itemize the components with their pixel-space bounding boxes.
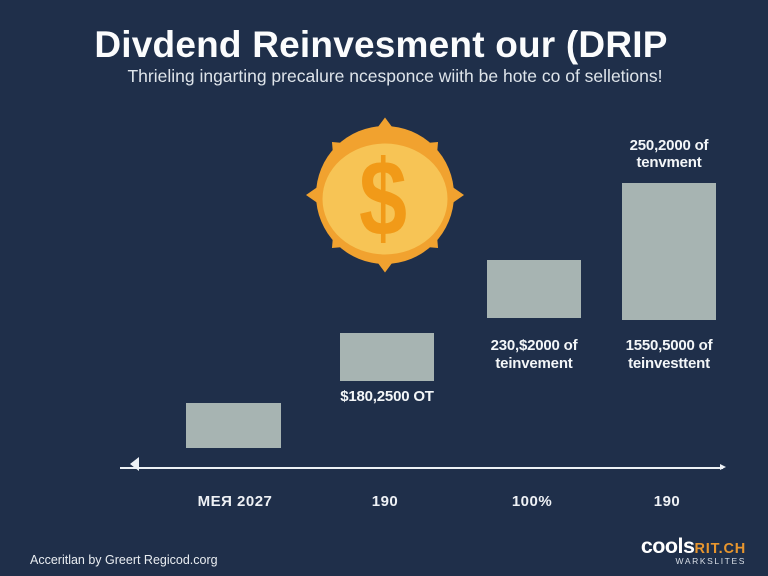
svg-text:$: $ <box>359 137 407 258</box>
